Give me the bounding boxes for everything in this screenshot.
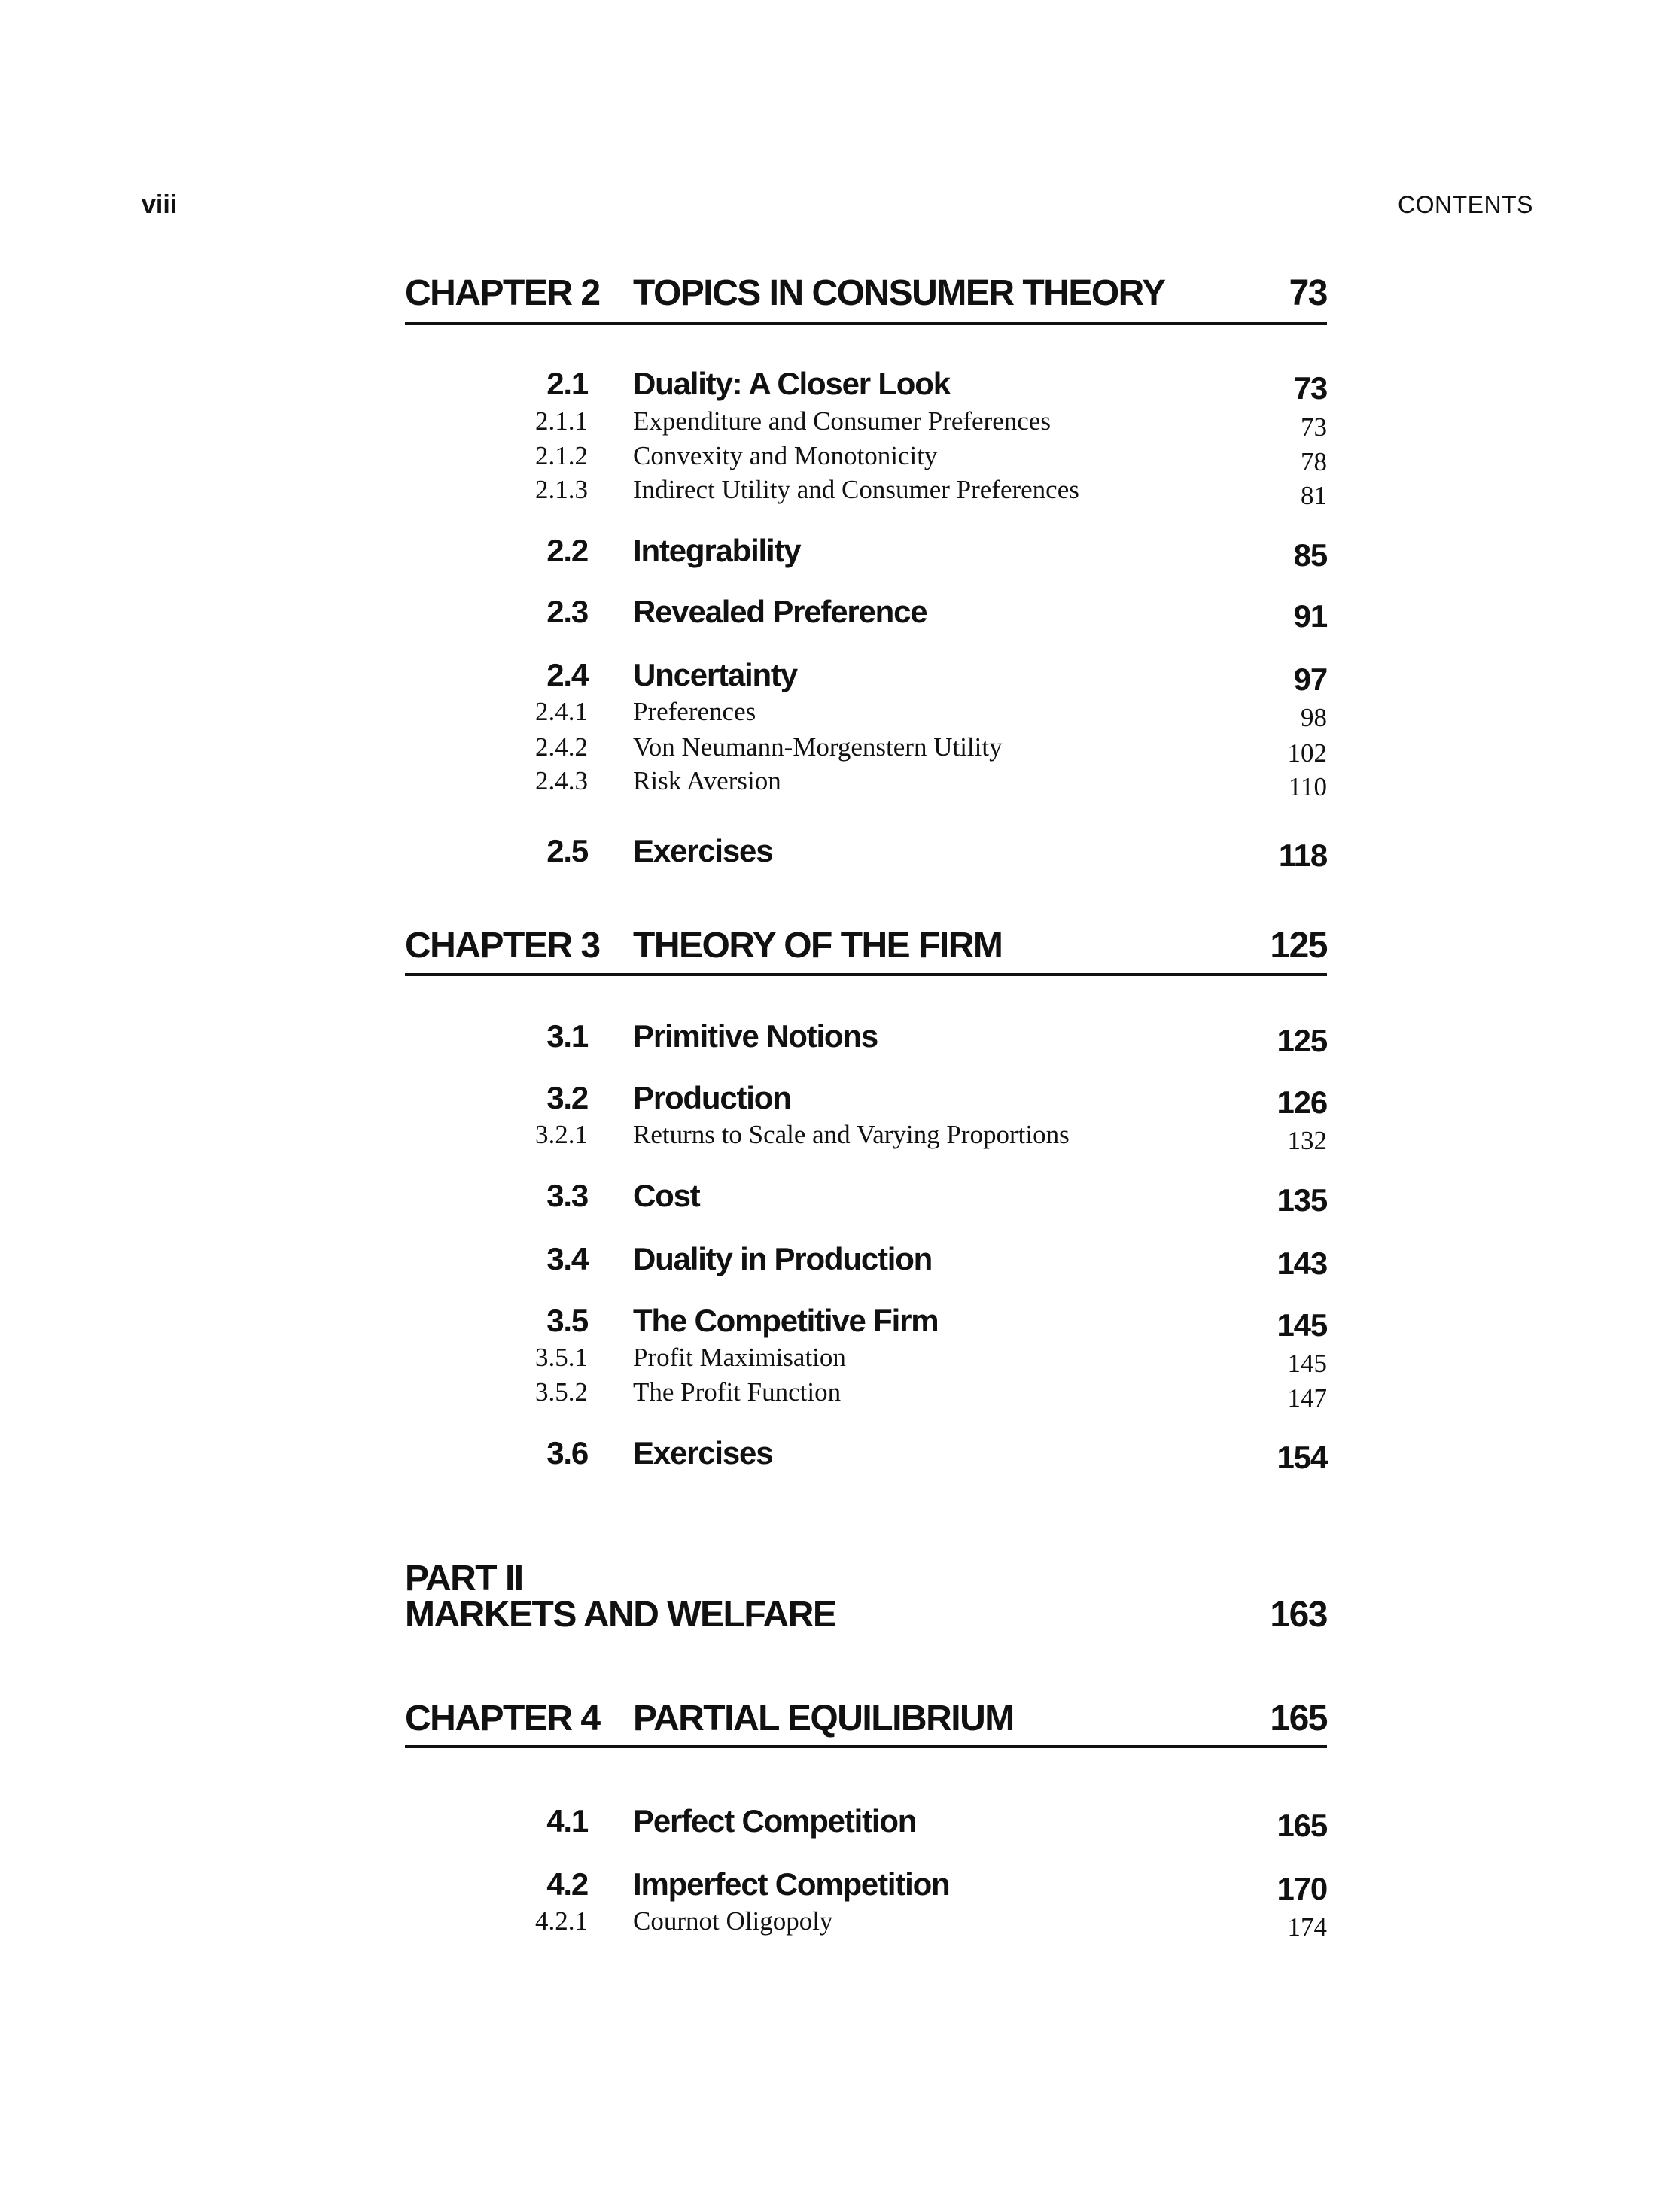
section-number: 3.5 [546,1302,589,1338]
subsection-title: Von Neumann-Morgenstern Utility [633,732,1003,762]
chapter-title: PARTIAL EQUILIBRIUM [633,1699,1015,1739]
subsection-number: 3.2.1 [535,1120,588,1150]
chapter-title: TOPICS IN CONSUMER THEORY [633,273,1166,314]
section-title: Integrability [633,532,802,568]
chapter-rule [405,973,1327,976]
section-title: Duality in Production [633,1240,933,1276]
chapter-page: 165 [1270,1699,1328,1739]
section-title: Revealed Preference [633,593,928,629]
section-number: 2.1 [546,365,589,401]
subsection-title: The Profit Function [633,1377,842,1407]
subsection-title: Indirect Utility and Consumer Preference… [633,475,1079,505]
subsection-number: 2.1.3 [535,475,588,505]
part-title: MARKETS AND WELFARE [405,1595,837,1635]
subsection-page: 147 [1287,1383,1328,1413]
part-page: 163 [1270,1595,1328,1635]
subsection-number: 4.2.1 [535,1906,588,1936]
section-number: 4.2 [546,1866,589,1902]
chapter-label: CHAPTER 2 [405,273,601,314]
section-page: 97 [1293,661,1328,697]
section-page: 170 [1277,1870,1328,1906]
section-page: 145 [1277,1306,1328,1343]
chapter-page: 73 [1289,273,1328,314]
subsection-page: 81 [1301,481,1327,511]
subsection-number: 3.5.2 [535,1377,588,1407]
section-number: 2.3 [546,593,589,629]
section-number: 2.4 [546,656,589,692]
chapter-label: CHAPTER 4 [405,1699,601,1739]
section-number: 2.5 [546,832,589,868]
section-number: 2.2 [546,532,589,568]
chapter-page: 125 [1270,926,1328,966]
section-title: Cost [633,1177,701,1213]
section-page: 73 [1293,370,1328,406]
section-number: 3.1 [546,1017,589,1054]
section-title: Perfect Competition [633,1802,917,1839]
subsection-number: 2.4.2 [535,732,588,762]
part-label: PART II [405,1559,524,1599]
section-page: 85 [1293,537,1328,573]
subsection-title: Returns to Scale and Varying Proportions [633,1120,1070,1150]
subsection-page: 102 [1287,738,1328,768]
subsection-title: Preferences [633,697,756,727]
subsection-number: 2.4.1 [535,697,588,727]
section-page: 143 [1277,1245,1328,1281]
subsection-number: 3.5.1 [535,1343,588,1373]
section-title: Exercises [633,832,774,868]
section-number: 3.2 [546,1079,589,1115]
section-title: Exercises [633,1434,774,1471]
subsection-page: 110 [1288,772,1327,802]
section-number: 3.3 [546,1177,589,1213]
section-page: 126 [1277,1084,1328,1120]
section-title: Duality: A Closer Look [633,365,951,401]
section-page: 125 [1277,1022,1328,1058]
section-page: 154 [1277,1439,1328,1475]
section-number: 3.6 [546,1434,589,1471]
subsection-page: 174 [1287,1912,1328,1942]
subsection-title: Profit Maximisation [633,1343,846,1373]
section-title: Primitive Notions [633,1017,878,1054]
page-number: viii [142,190,178,219]
chapter-label: CHAPTER 3 [405,926,601,966]
subsection-page: 132 [1287,1126,1328,1156]
chapter-rule [405,322,1327,325]
section-title: Imperfect Competition [633,1866,951,1902]
section-page: 165 [1277,1807,1328,1843]
section-page: 118 [1278,837,1328,873]
section-page: 91 [1293,598,1328,634]
subsection-number: 2.4.3 [535,766,588,796]
subsection-page: 78 [1301,447,1327,477]
subsection-page: 145 [1287,1349,1328,1379]
section-title: Uncertainty [633,656,798,692]
section-title: The Competitive Firm [633,1302,939,1338]
subsection-title: Risk Aversion [633,766,781,796]
running-title: CONTENTS [1398,191,1533,218]
subsection-page: 73 [1301,412,1327,443]
subsection-page: 98 [1301,703,1327,733]
subsection-number: 2.1.2 [535,441,588,471]
subsection-number: 2.1.1 [535,406,588,436]
subsection-title: Convexity and Monotonicity [633,441,938,471]
section-number: 4.1 [546,1802,589,1839]
subsection-title: Expenditure and Consumer Preferences [633,406,1051,436]
section-title: Production [633,1079,792,1115]
chapter-title: THEORY OF THE FIRM [633,926,1003,966]
section-page: 135 [1277,1182,1328,1218]
chapter-rule [405,1745,1327,1748]
section-number: 3.4 [546,1240,589,1276]
subsection-title: Cournot Oligopoly [633,1906,833,1936]
